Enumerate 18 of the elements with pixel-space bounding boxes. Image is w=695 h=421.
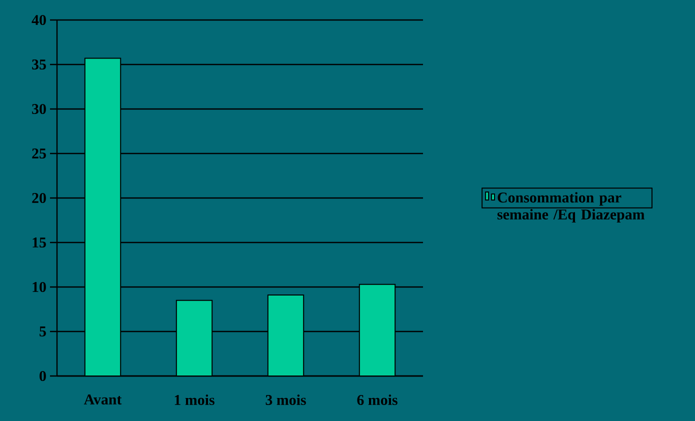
- y-tick-label: 35: [32, 59, 46, 70]
- legend-label: Consommation par semaine /Eq Diazepam: [497, 192, 645, 223]
- x-tick-label: Avant: [84, 394, 122, 405]
- bar: [267, 294, 304, 376]
- y-tick-label: 30: [32, 104, 46, 114]
- y-tick-label: 0: [40, 370, 46, 382]
- x-tick-label: 6 mois: [357, 394, 398, 406]
- x-tick-label: 1 mois: [174, 394, 214, 406]
- y-tick-label: 5: [40, 326, 46, 336]
- bar: [358, 284, 396, 376]
- y-tick-label: 10: [32, 282, 46, 292]
- bar: [84, 58, 122, 376]
- y-tick-label: 40: [32, 14, 46, 26]
- x-tick-label: 3 mois: [266, 394, 306, 406]
- bar: [176, 300, 213, 376]
- y-tick-label: 25: [32, 148, 46, 159]
- y-tick-label: 20: [32, 192, 46, 204]
- y-tick-label: 15: [32, 238, 46, 248]
